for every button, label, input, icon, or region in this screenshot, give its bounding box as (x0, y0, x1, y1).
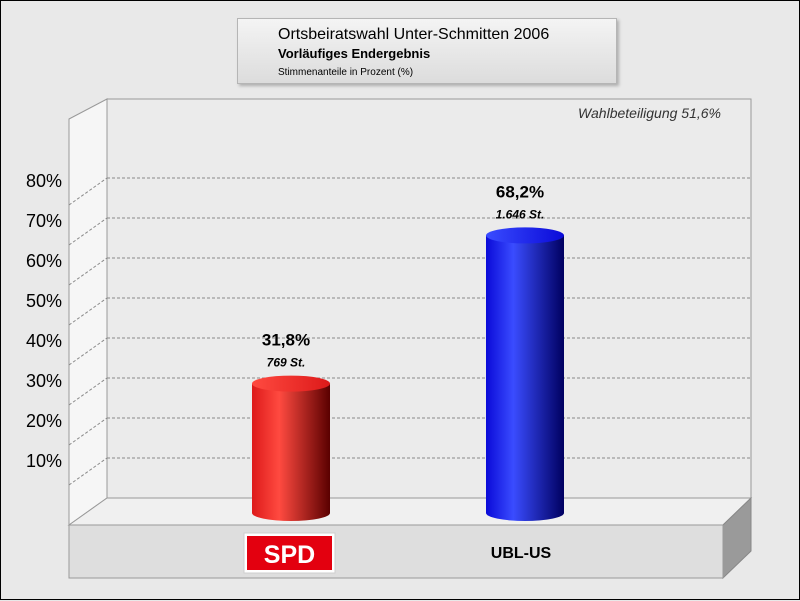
bar-spd (252, 375, 330, 521)
gridline-side (68, 337, 108, 366)
gridline-side (68, 377, 108, 406)
turnout-annotation: Wahlbeteiligung 51,6% (578, 105, 721, 121)
y-tick-label: 50% (26, 291, 62, 311)
floor-front (68, 524, 724, 579)
y-tick-label: 60% (26, 251, 62, 271)
bar-top (486, 227, 564, 244)
left-wall (68, 98, 108, 526)
gridline-side (68, 217, 108, 246)
votes-label: 769 St. (267, 356, 306, 370)
y-tick-label: 80% (26, 171, 62, 191)
y-tick-label: 40% (26, 331, 62, 351)
gridline-side (68, 257, 108, 286)
votes-label: 1.646 St. (496, 207, 545, 221)
bar-top (252, 375, 330, 392)
y-tick-label: 70% (26, 211, 62, 231)
chart-subtitle: Vorläufiges Endergebnis (278, 46, 431, 61)
title-box: Ortsbeiratswahl Unter-Schmitten 2006 Vor… (237, 18, 617, 84)
value-label: 68,2% (496, 182, 544, 201)
floor-top (67, 497, 753, 526)
chart-title: Ortsbeiratswahl Unter-Schmitten 2006 (278, 26, 550, 43)
y-tick-label: 10% (26, 451, 62, 471)
spd-logo: SPD (243, 532, 336, 574)
gridline-side (68, 457, 108, 486)
gridline-side (68, 297, 108, 326)
spd-logo-box (247, 536, 332, 570)
gridline-side (68, 417, 108, 446)
chart-unit-note: Stimmenanteile in Prozent (%) (278, 67, 414, 78)
category-label: UBL-US (491, 545, 552, 562)
bar-body (486, 235, 564, 521)
spd-logo-text: SPD (264, 541, 315, 569)
y-tick-label: 20% (26, 411, 62, 431)
bar-ubl-us (486, 227, 564, 521)
y-tick-label: 30% (26, 371, 62, 391)
bar-body (252, 383, 330, 521)
value-label: 31,8% (262, 331, 310, 350)
gridline-side (68, 177, 108, 206)
